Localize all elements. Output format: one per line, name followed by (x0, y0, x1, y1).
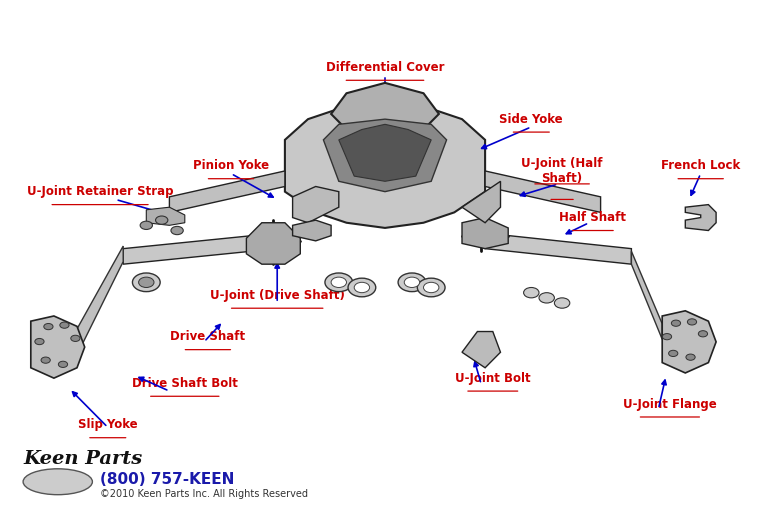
Circle shape (671, 320, 681, 326)
Circle shape (71, 335, 80, 341)
Circle shape (156, 216, 168, 224)
Polygon shape (246, 223, 300, 264)
Polygon shape (631, 251, 662, 339)
Ellipse shape (23, 469, 92, 495)
Circle shape (688, 319, 697, 325)
Polygon shape (485, 233, 631, 264)
Circle shape (41, 357, 50, 363)
Text: (800) 757-KEEN: (800) 757-KEEN (100, 472, 235, 487)
Text: Differential Cover: Differential Cover (326, 61, 444, 74)
Text: Side Yoke: Side Yoke (500, 112, 563, 126)
Polygon shape (169, 171, 285, 212)
Polygon shape (146, 207, 185, 225)
Circle shape (539, 293, 554, 303)
Circle shape (35, 338, 44, 344)
Polygon shape (293, 220, 331, 241)
Circle shape (662, 334, 671, 340)
Polygon shape (662, 311, 716, 373)
Text: Drive Shaft: Drive Shaft (170, 330, 246, 343)
Text: Pinion Yoke: Pinion Yoke (193, 159, 269, 172)
Circle shape (140, 221, 152, 229)
Text: Slip Yoke: Slip Yoke (78, 418, 138, 431)
Polygon shape (323, 119, 447, 192)
Circle shape (44, 323, 53, 329)
Text: French Lock: French Lock (661, 159, 740, 172)
Circle shape (59, 361, 68, 367)
Circle shape (668, 350, 678, 356)
Polygon shape (339, 124, 431, 181)
Circle shape (417, 278, 445, 297)
Circle shape (524, 287, 539, 298)
Circle shape (398, 273, 426, 292)
Polygon shape (462, 218, 508, 249)
Circle shape (325, 273, 353, 292)
Circle shape (348, 278, 376, 297)
Polygon shape (293, 186, 339, 223)
Circle shape (331, 277, 347, 287)
Circle shape (171, 226, 183, 235)
Text: Half Shaft: Half Shaft (559, 211, 627, 224)
Circle shape (404, 277, 420, 287)
Polygon shape (462, 332, 501, 368)
Circle shape (554, 298, 570, 308)
Circle shape (686, 354, 695, 361)
Polygon shape (77, 246, 123, 355)
Circle shape (139, 277, 154, 287)
Polygon shape (285, 104, 485, 228)
Polygon shape (685, 205, 716, 231)
Circle shape (698, 330, 708, 337)
Circle shape (424, 282, 439, 293)
Text: U-Joint Flange: U-Joint Flange (623, 397, 717, 411)
Polygon shape (462, 181, 501, 223)
Text: Drive Shaft Bolt: Drive Shaft Bolt (132, 377, 238, 390)
Polygon shape (331, 83, 439, 135)
Polygon shape (123, 233, 277, 264)
Circle shape (132, 273, 160, 292)
Text: U-Joint (Half
Shaft): U-Joint (Half Shaft) (521, 157, 603, 185)
Text: Keen Parts: Keen Parts (23, 450, 142, 468)
Text: U-Joint Retainer Strap: U-Joint Retainer Strap (27, 185, 173, 198)
Text: U-Joint (Drive Shaft): U-Joint (Drive Shaft) (209, 289, 345, 302)
Circle shape (60, 322, 69, 328)
Text: U-Joint Bolt: U-Joint Bolt (455, 371, 531, 385)
Text: ©2010 Keen Parts Inc. All Rights Reserved: ©2010 Keen Parts Inc. All Rights Reserve… (100, 490, 308, 499)
Polygon shape (31, 316, 85, 378)
Circle shape (354, 282, 370, 293)
Polygon shape (485, 171, 601, 212)
